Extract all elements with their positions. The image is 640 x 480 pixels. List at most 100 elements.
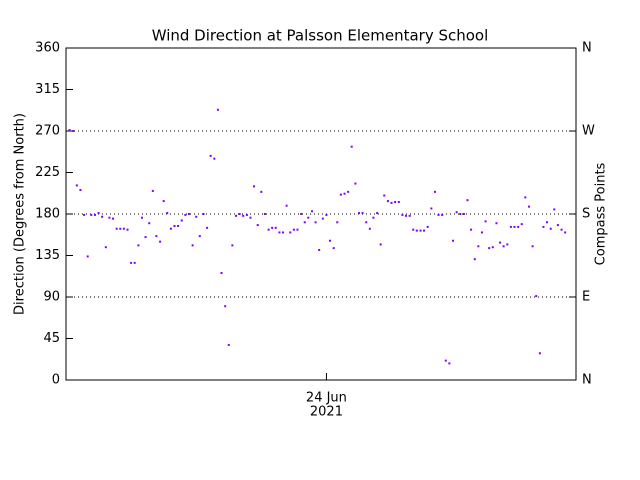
point [466,199,469,202]
point [195,215,198,218]
point [166,212,169,215]
point [499,241,502,244]
point [292,228,295,231]
point [448,362,451,365]
point [137,244,140,247]
point [144,236,147,239]
point [242,214,245,217]
point [126,228,129,231]
point [213,157,216,160]
point [419,229,422,232]
point [68,129,71,132]
point [256,224,259,227]
y-tick-label: 0 [52,373,60,388]
point [104,246,107,249]
point [488,247,491,250]
y-tick-label: 90 [43,290,60,305]
point [560,228,563,231]
point [321,217,324,220]
point [303,221,306,224]
point [162,200,165,203]
point [238,213,241,215]
point [423,229,426,232]
point [191,244,194,247]
point [470,228,473,231]
point [332,247,335,250]
point [245,213,248,216]
point [506,243,509,246]
point [546,221,549,224]
point [376,212,379,215]
point [90,213,93,216]
y-tick-label: 180 [35,207,60,222]
point [404,214,407,217]
point [282,231,285,234]
point [260,190,263,193]
point [528,205,531,208]
point [86,255,89,258]
point [220,272,223,275]
point [538,352,541,355]
y-axis-label: Direction (Degrees from North) [13,113,28,315]
point [155,235,158,238]
point [314,221,317,224]
point [274,226,277,229]
y2-tick-label: N [582,373,592,388]
point [169,227,172,230]
y-tick-label: 270 [35,124,60,139]
point [271,226,274,229]
point [397,201,400,204]
point [354,182,357,185]
y2-tick-label: E [582,290,590,305]
point [267,228,270,231]
point [477,245,480,248]
point [350,145,353,148]
point [97,212,100,215]
y2-tick-label: W [582,124,595,139]
point [202,213,205,215]
point [75,184,78,187]
point [520,223,523,226]
point [206,226,209,229]
point [72,130,75,132]
point [437,213,440,216]
point [159,240,162,243]
y-tick-label: 360 [35,41,60,56]
point [151,189,154,192]
point [433,190,436,193]
point [325,213,328,216]
y-tick-label: 225 [35,165,60,180]
point [263,213,266,215]
point [148,222,151,225]
point [307,216,310,219]
point [101,215,104,218]
point [502,245,505,248]
point [310,210,313,213]
point [122,227,125,230]
point [491,246,494,249]
point [386,200,389,203]
point [198,235,201,238]
point [372,216,375,219]
point [329,239,332,242]
point [415,229,418,232]
point [549,227,552,230]
point [177,224,180,227]
point [253,185,256,188]
point [459,213,462,215]
point [379,243,382,246]
point [180,219,183,222]
point [119,227,122,230]
point [444,359,447,362]
x-tick-label: 2021 [310,405,343,420]
y2-axis-label: Compass Points [594,162,609,265]
point [300,213,303,215]
point [361,212,364,215]
point [556,224,559,227]
point [224,305,227,308]
point [455,211,458,214]
point [83,213,86,216]
point [209,154,212,157]
